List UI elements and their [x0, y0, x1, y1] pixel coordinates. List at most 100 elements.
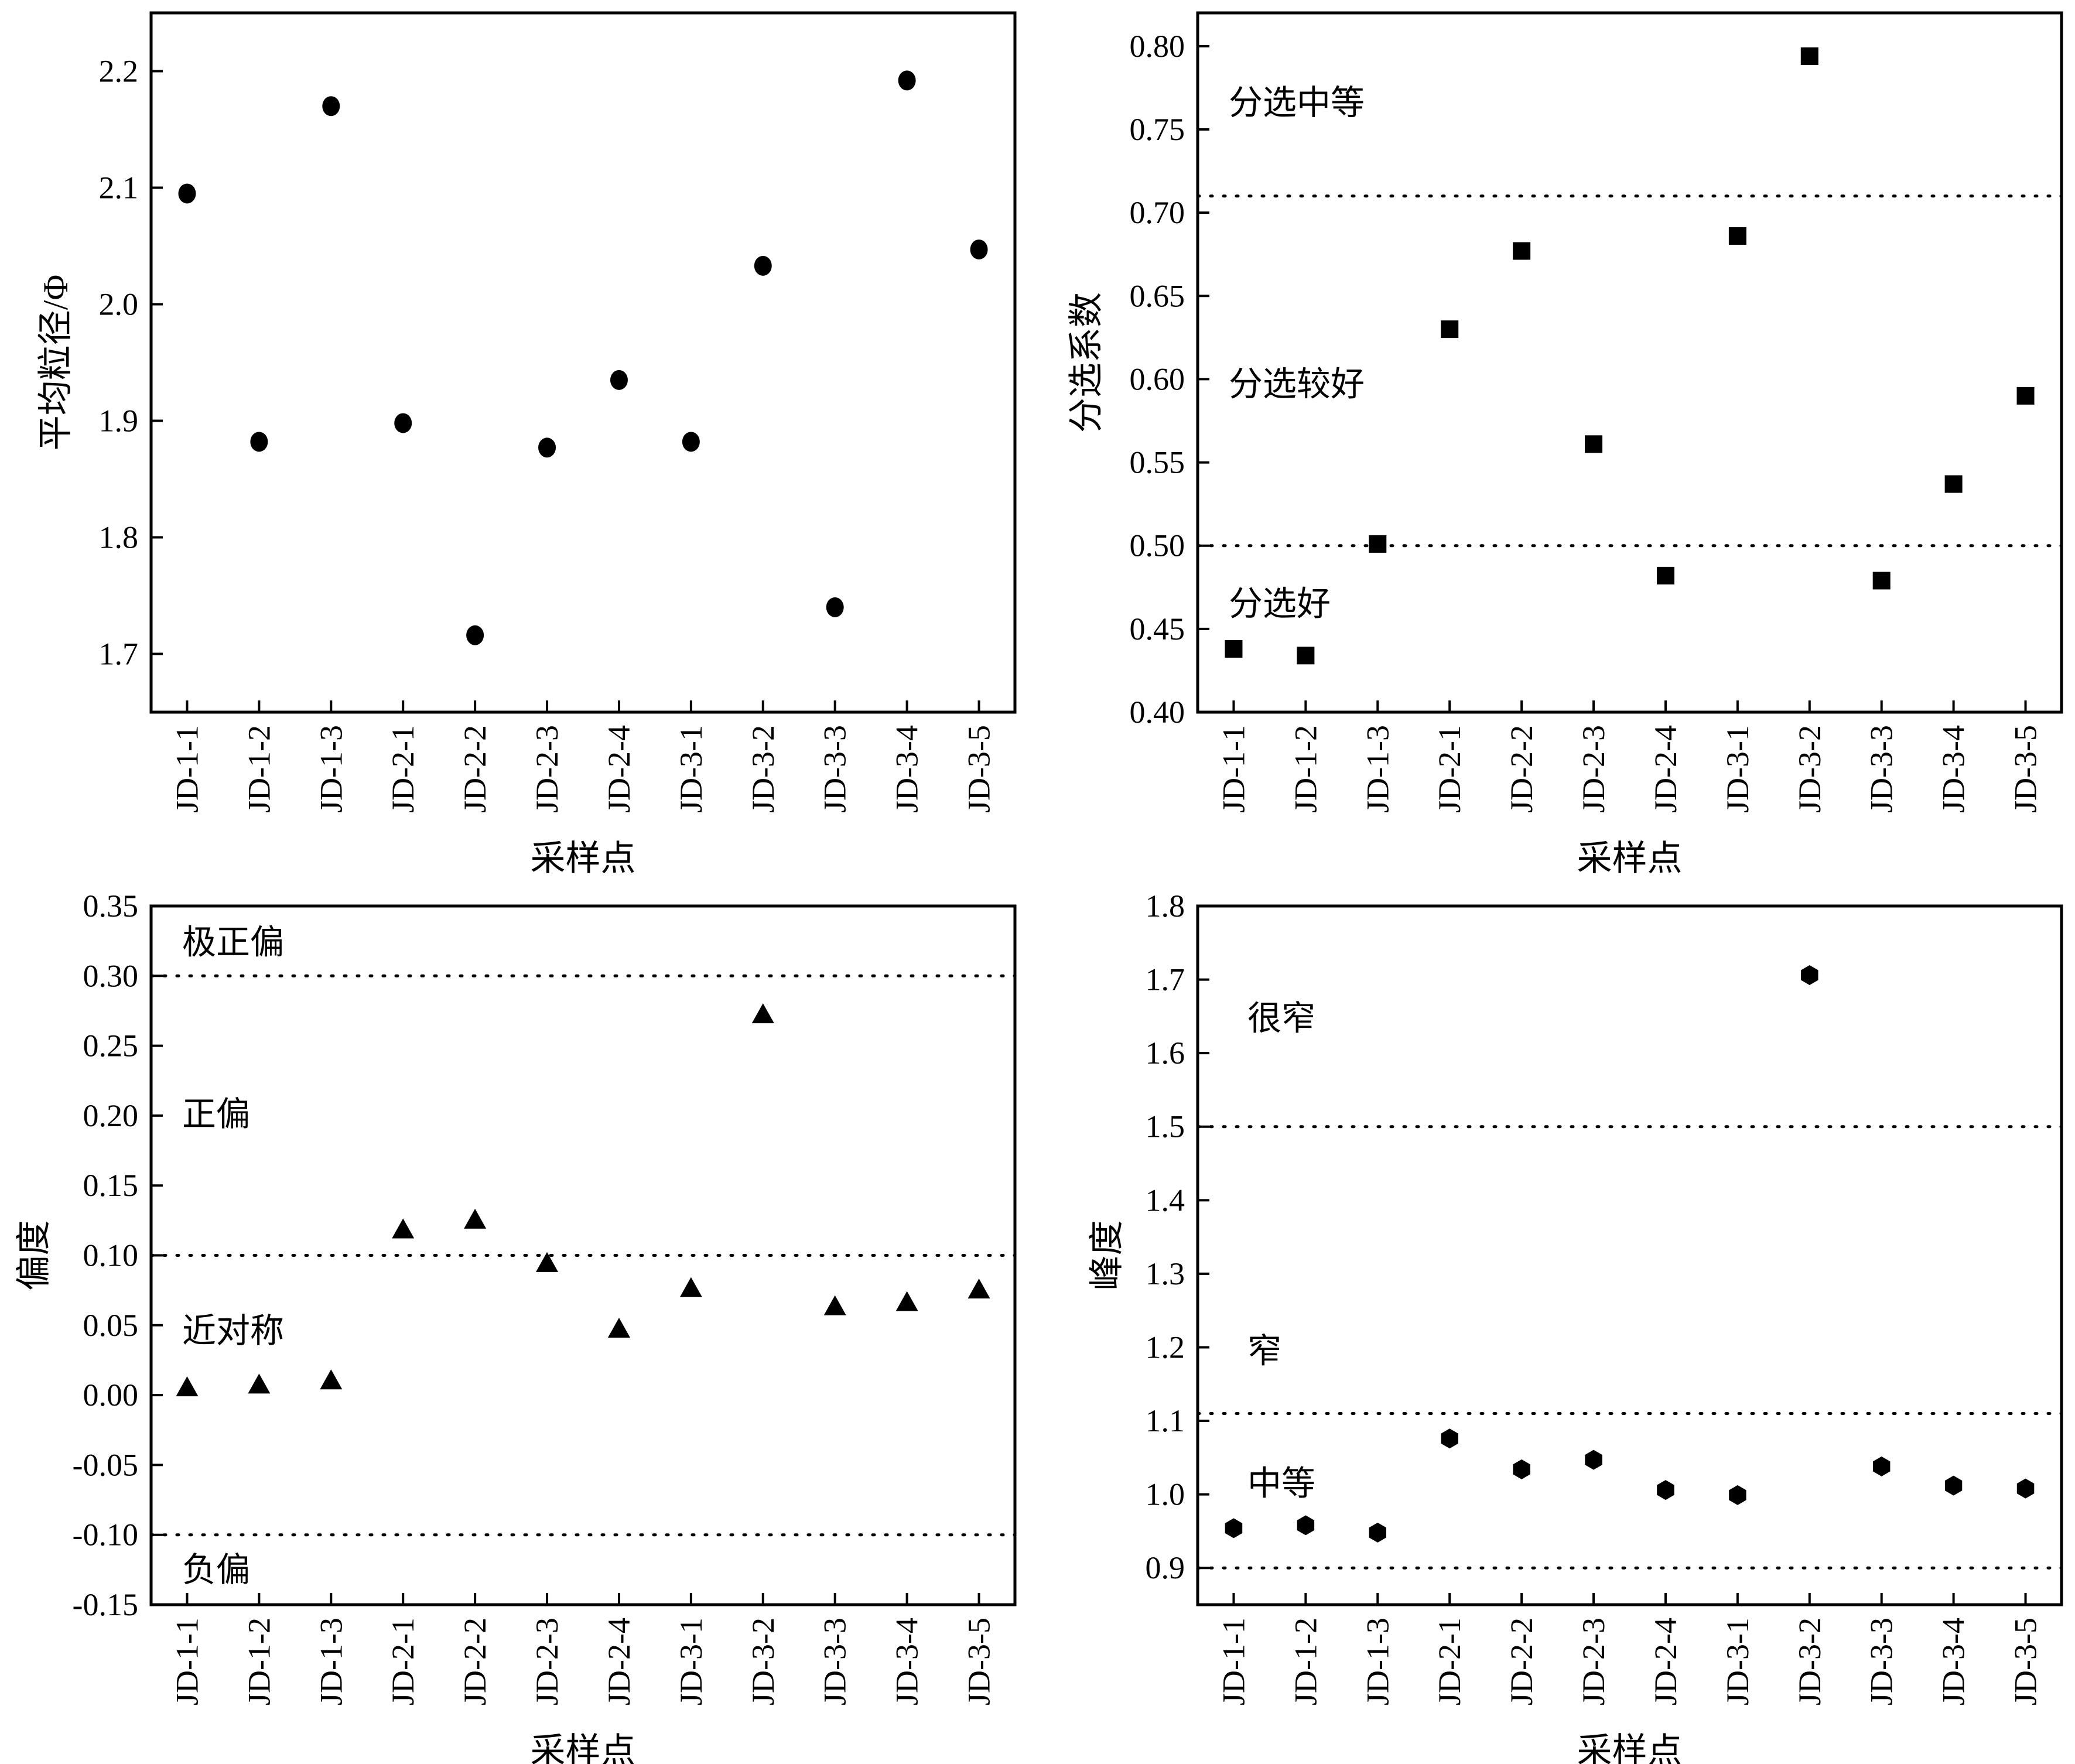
data-point [1513, 242, 1531, 260]
x-tick-label: JD-3-2 [1792, 725, 1827, 813]
y-tick-label: 0.80 [1130, 29, 1185, 64]
data-point [1944, 475, 1963, 493]
data-point [322, 96, 340, 117]
plot-frame [1196, 11, 2063, 714]
x-tick-label: JD-2-2 [1504, 725, 1539, 813]
data-point [392, 1218, 415, 1239]
data-point [1441, 1428, 1458, 1449]
y-tick-label: 2.1 [99, 170, 139, 206]
x-tick-label: JD-3-5 [2008, 725, 2043, 813]
y-tick-label: 0.40 [1130, 695, 1185, 730]
x-tick-label: JD-3-1 [674, 725, 709, 813]
y-tick-label: 0.10 [83, 1238, 139, 1273]
y-tick-label: 0.30 [83, 958, 139, 993]
x-tick-label: JD-3-3 [1864, 725, 1899, 813]
data-point [394, 413, 412, 433]
y-tick-label: 0.20 [83, 1098, 139, 1133]
data-point [1657, 1480, 1674, 1500]
y-tick-label: 0.25 [83, 1028, 139, 1064]
x-tick-label: JD-2-4 [601, 1618, 637, 1705]
data-point [1297, 647, 1315, 665]
x-tick-label: JD-3-2 [1792, 1618, 1827, 1705]
y-tick-label: 2.0 [99, 287, 139, 322]
data-point [607, 1317, 630, 1338]
data-point [250, 432, 268, 452]
data-point [1944, 1475, 1963, 1496]
x-tick-label: JD-1-1 [1216, 725, 1251, 813]
data-point [823, 1295, 846, 1315]
x-tick-label: JD-1-3 [1360, 1618, 1395, 1705]
x-tick-label: JD-3-5 [2008, 1618, 2043, 1705]
data-point [679, 1277, 702, 1297]
x-tick-label: JD-3-4 [1936, 1618, 1971, 1705]
zone-label: 近对称 [182, 1312, 284, 1350]
y-tick-label: 1.3 [1146, 1256, 1185, 1291]
zone-label: 分选较好 [1229, 365, 1365, 403]
y-tick-label: 0.35 [83, 888, 139, 924]
x-tick-label: JD-1-3 [1360, 725, 1395, 813]
data-point [1369, 535, 1387, 553]
y-tick-label: 0.60 [1130, 361, 1185, 396]
x-tick-label: JD-2-1 [385, 725, 421, 813]
x-tick-label: JD-1-3 [313, 1618, 348, 1705]
data-point [1441, 320, 1459, 339]
x-axis-label: 采样点 [1577, 1732, 1683, 1764]
data-point [2016, 1478, 2035, 1499]
x-tick-label: JD-2-2 [457, 725, 493, 813]
x-tick-label: JD-1-1 [1216, 1618, 1251, 1705]
data-point [1872, 572, 1891, 590]
y-tick-label: 0.65 [1130, 278, 1185, 313]
data-point [176, 1376, 199, 1397]
x-axis-label: 采样点 [531, 839, 636, 878]
zone-label: 负偏 [182, 1551, 250, 1589]
data-point [751, 1003, 774, 1024]
y-tick-label: 0.9 [1146, 1550, 1185, 1585]
data-point [248, 1373, 271, 1394]
y-axis-label: 偏度 [15, 1221, 53, 1291]
x-tick-label: JD-2-3 [1576, 725, 1611, 813]
data-point [320, 1369, 343, 1390]
zone-label: 窄 [1247, 1332, 1281, 1370]
data-point [464, 1208, 487, 1229]
x-tick-label: JD-3-3 [818, 725, 853, 813]
y-tick-label: 1.4 [1146, 1182, 1185, 1218]
zone-label: 分选中等 [1229, 84, 1365, 122]
zone-label: 中等 [1247, 1464, 1315, 1502]
y-axis-label: 分选系数 [1067, 292, 1106, 433]
x-tick-label: JD-3-5 [962, 725, 997, 813]
y-tick-label: 1.0 [1146, 1477, 1185, 1512]
data-point [1585, 1450, 1602, 1470]
y-tick-label: 1.6 [1146, 1035, 1185, 1071]
zone-label: 正偏 [182, 1095, 250, 1133]
data-point [970, 239, 988, 259]
x-tick-label: JD-2-1 [1432, 725, 1467, 813]
x-tick-label: JD-3-4 [1936, 725, 1971, 813]
x-axis-label: 采样点 [531, 1732, 636, 1764]
x-tick-label: JD-2-1 [385, 1618, 421, 1705]
x-tick-label: JD-1-1 [169, 725, 204, 813]
x-tick-label: JD-3-3 [818, 1618, 853, 1705]
x-tick-label: JD-2-1 [1432, 1618, 1467, 1705]
y-tick-label: 0.00 [83, 1377, 139, 1413]
plot-frame [1196, 904, 2063, 1606]
x-tick-label: JD-1-1 [169, 1618, 204, 1705]
x-tick-label: JD-3-4 [890, 1618, 925, 1705]
data-point [1729, 1485, 1746, 1505]
y-tick-label: 1.2 [1146, 1329, 1185, 1365]
y-tick-label: 2.2 [99, 54, 139, 89]
y-tick-label: 0.55 [1130, 445, 1185, 480]
data-point [1225, 640, 1243, 658]
data-point [466, 625, 484, 645]
data-point [1728, 227, 1746, 245]
y-tick-label: 1.9 [99, 404, 139, 439]
panel-sorting-coefficient: 分选系数 采样点 0.40 0.45 0.50 0.55 0.60 0.65 0.70 0.7… [1067, 11, 2063, 878]
data-point [682, 432, 700, 452]
x-tick-label: JD-1-2 [1288, 1618, 1323, 1705]
x-tick-label: JD-2-3 [1576, 1618, 1611, 1705]
y-axis-label: 峰度 [1088, 1221, 1126, 1291]
data-point [538, 437, 556, 458]
data-point [1369, 1522, 1386, 1543]
x-tick-label: JD-1-2 [241, 1618, 276, 1705]
y-tick-label: 0.75 [1130, 112, 1185, 147]
